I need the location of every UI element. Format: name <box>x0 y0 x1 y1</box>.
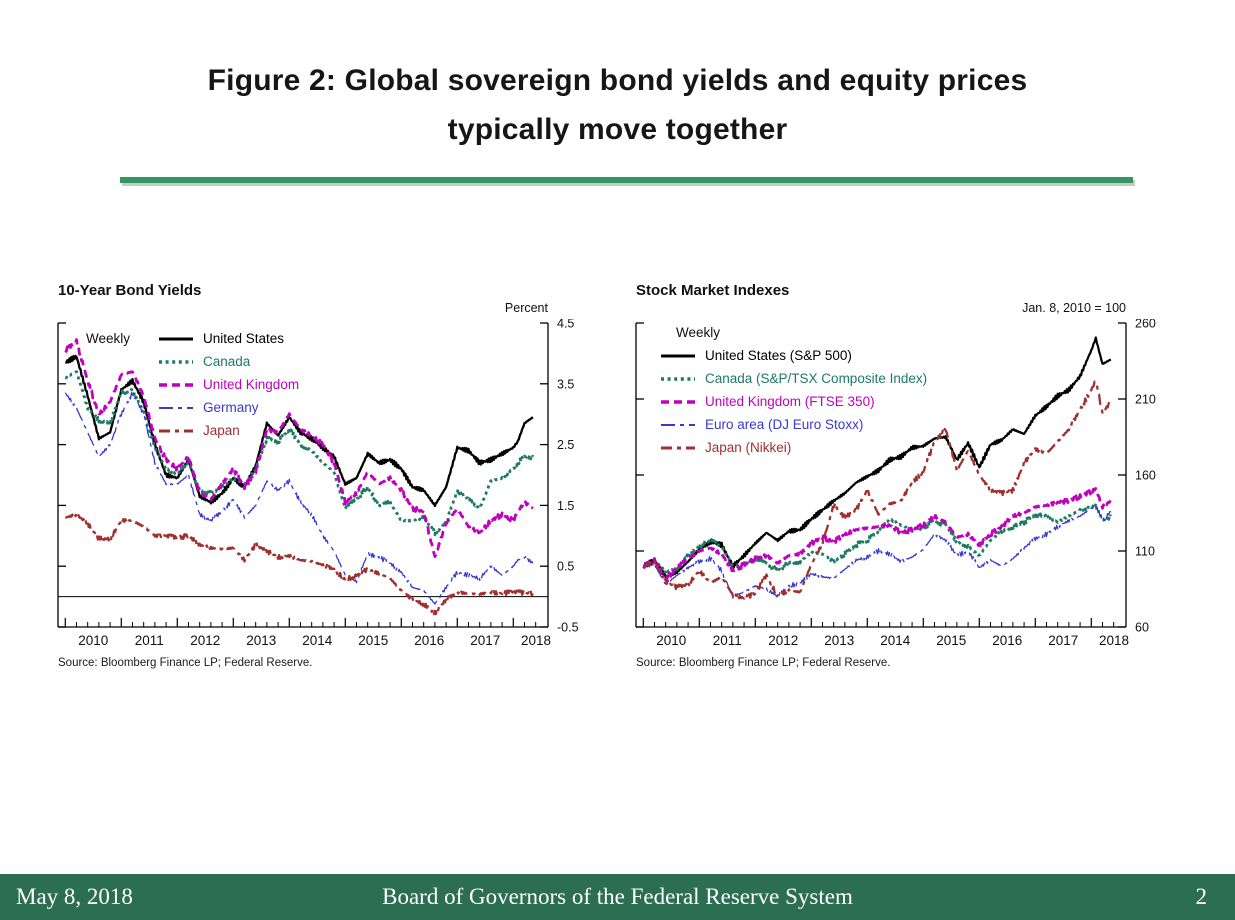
x-tick-label: 2016 <box>992 633 1022 648</box>
y-tick-label: 0.5 <box>557 560 574 574</box>
legend: Weekly United States Canada United Kingdom G… <box>86 327 299 442</box>
legend-label: Euro area (DJ Euro Stoxx) <box>705 417 864 432</box>
legend-label: Japan (Nikkei) <box>705 440 792 455</box>
x-tick-label: 2012 <box>768 633 798 648</box>
footer-page-number: 2 <box>1195 884 1208 909</box>
legend-item-united-kingdom-ftse-350: United Kingdom (FTSE 350) <box>660 390 927 413</box>
series-line-canada-s-p-tsx-composite-index <box>642 502 1113 575</box>
legend-label: Germany <box>203 400 259 415</box>
source-note: Source: Bloomberg Finance LP; Federal Re… <box>58 657 313 669</box>
legend: Weekly United States (S&P 500) Canada (S&P… <box>660 323 927 459</box>
y-tick-label: 2.5 <box>557 438 574 452</box>
legend-swatch-line-icon <box>159 359 194 364</box>
legend-label: United States (S&P 500) <box>705 348 852 363</box>
x-tick-label: 2010 <box>78 633 108 648</box>
chart-title: 10-Year Bond Yields <box>58 282 202 299</box>
legend-item-japan-nikkei: Japan (Nikkei) <box>660 436 927 459</box>
footer-organization: Board of Governors of the Federal Reserv… <box>382 884 853 909</box>
series-line-euro-area-dj-euro-stoxx <box>643 504 1112 599</box>
frequency-label: Weekly <box>676 325 721 340</box>
slide-title: Figure 2: Global sovereign bond yields a… <box>0 56 1235 154</box>
y-tick-label: 260 <box>1135 319 1156 331</box>
x-tick-label: 2012 <box>190 633 220 648</box>
x-tick-label: 2017 <box>1048 633 1078 648</box>
x-tick-label: 2010 <box>656 633 686 648</box>
legend-label: United Kingdom <box>203 377 300 392</box>
legend-item-canada-s-p-tsx-composite-index: Canada (S&P/TSX Composite Index) <box>660 367 927 390</box>
x-tick-label: 2015 <box>936 633 966 648</box>
legend-items: United States (S&P 500) Canada (S&P/TSX C… <box>660 344 927 459</box>
plot-area: 260 210 160 110 60 2010 2011 2012 2013 2014 2015 20… <box>634 319 1209 659</box>
legend-swatch-line-icon <box>661 354 695 357</box>
legend-swatch-line-icon <box>661 399 695 404</box>
legend-items: United States Canada United Kingdom Germany… <box>158 327 299 442</box>
legend-item-japan: Japan <box>158 419 299 442</box>
series-line-japan <box>65 512 534 616</box>
series-line-united-states-s-p-500 <box>643 336 1112 579</box>
stock-indexes-plot: 260 210 160 110 60 2010 2011 2012 2013 2014 2015 20… <box>635 319 1156 648</box>
x-tick-label: 2011 <box>713 633 742 648</box>
x-tick-label: 2014 <box>302 633 333 648</box>
legend-item-canada: Canada <box>158 350 299 373</box>
legend-label: United States <box>203 331 285 346</box>
legend-item-united-states-s-p-500: United States (S&P 500) <box>660 344 927 367</box>
legend-label: United Kingdom (FTSE 350) <box>705 394 875 409</box>
slide-title-line2: typically move together <box>447 113 788 146</box>
title-divider <box>120 177 1133 183</box>
x-tick-label: 2011 <box>135 633 164 648</box>
x-tick-label: 2017 <box>470 633 500 648</box>
x-tick-label: 2014 <box>880 633 911 648</box>
bond-yields-chart: 10-Year Bond Yields Percent 4.5 3.5 2.5 1.5… <box>56 282 631 690</box>
series-line-united-states <box>65 354 534 508</box>
x-tick-label: 2015 <box>358 633 388 648</box>
y-tick-label: -0.5 <box>557 621 579 635</box>
legend-label: Canada <box>203 354 251 369</box>
x-tick-label: 2013 <box>246 633 276 648</box>
bond-yields-plot: 4.5 3.5 2.5 1.5 0.5 -0.5 2010 2011 2012 2013 2014 2… <box>57 319 579 648</box>
legend-item-united-states: United States <box>158 327 299 350</box>
y-tick-label: 210 <box>1135 393 1156 407</box>
y-tick-label: 4.5 <box>557 319 574 331</box>
y-axis-unit-label: Percent <box>504 301 548 315</box>
legend-item-germany: Germany <box>158 396 299 419</box>
x-tick-label: 2013 <box>824 633 854 648</box>
stock-indexes-chart: Stock Market Indexes Jan. 8, 2010 = 100 … <box>634 282 1209 690</box>
x-tick-label: 2018 <box>1099 633 1129 648</box>
legend-item-euro-area-dj-euro-stoxx: Euro area (DJ Euro Stoxx) <box>660 413 927 436</box>
legend-label: Japan <box>203 423 240 438</box>
y-tick-label: 110 <box>1135 545 1155 559</box>
legend-swatch-line-icon <box>159 429 194 432</box>
chart-title: Stock Market Indexes <box>636 282 790 299</box>
legend-label: Canada (S&P/TSX Composite Index) <box>705 371 928 386</box>
legend-swatch-line-icon <box>159 337 194 340</box>
footer-date: May 8, 2018 <box>16 884 133 909</box>
y-tick-label: 160 <box>1135 469 1156 483</box>
legend-item-united-kingdom: United Kingdom <box>158 373 299 396</box>
slide-title-line1: Figure 2: Global sovereign bond yields a… <box>207 64 1028 97</box>
footer-bar: May 8, 2018 Board of Governors of the Fe… <box>0 874 1235 920</box>
y-tick-label: 3.5 <box>557 377 574 391</box>
legend-swatch-line-icon <box>159 406 194 409</box>
x-tick-label: 2016 <box>414 633 444 648</box>
legend-swatch-line-icon <box>661 376 695 381</box>
series-line-japan-nikkei <box>643 380 1112 600</box>
legend-swatch-line-icon <box>661 446 695 449</box>
source-note: Source: Bloomberg Finance LP; Federal Re… <box>636 657 891 669</box>
y-axis-unit-label: Jan. 8, 2010 = 100 <box>1022 301 1126 315</box>
series-line-canada <box>64 370 535 537</box>
y-tick-label: 1.5 <box>557 499 574 513</box>
series-line-germany <box>64 391 534 605</box>
legend-swatch-line-icon <box>159 382 194 387</box>
frequency-label: Weekly <box>86 331 131 346</box>
series-line-united-kingdom-ftse-350 <box>642 487 1112 582</box>
x-tick-label: 2018 <box>521 633 551 648</box>
legend-swatch-line-icon <box>661 423 695 426</box>
series-line-united-kingdom <box>64 338 534 559</box>
y-tick-label: 60 <box>1135 621 1149 635</box>
plot-area: 4.5 3.5 2.5 1.5 0.5 -0.5 2010 2011 2012 2013 2014 2… <box>56 319 631 659</box>
